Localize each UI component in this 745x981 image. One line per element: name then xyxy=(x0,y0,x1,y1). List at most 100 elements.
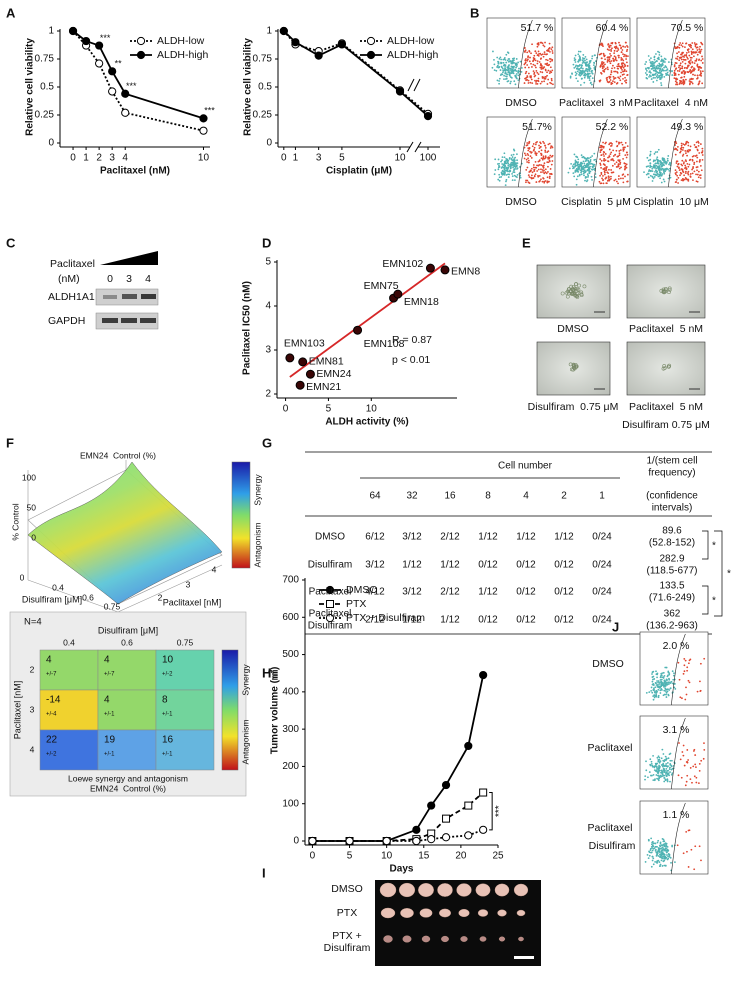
event-dot xyxy=(621,68,623,71)
event-dot xyxy=(613,46,616,49)
event-dot xyxy=(534,66,537,69)
event-dot xyxy=(589,163,592,165)
event-dot xyxy=(622,157,624,160)
event-dot xyxy=(659,163,662,166)
x-tick-label: 0 xyxy=(281,153,287,164)
event-dot xyxy=(586,70,589,73)
event-dot xyxy=(589,60,591,63)
event-dot xyxy=(541,53,544,56)
event-dot xyxy=(585,67,588,70)
event-dot xyxy=(674,47,677,50)
event-dot xyxy=(699,177,702,179)
event-dot xyxy=(660,678,663,681)
event-dot xyxy=(679,62,682,65)
event-dot xyxy=(659,675,662,677)
cell xyxy=(667,290,671,295)
event-dot xyxy=(526,78,528,81)
event-dot xyxy=(659,692,662,694)
event-dot xyxy=(516,153,518,156)
event-dot xyxy=(590,168,593,171)
event-dot xyxy=(686,140,688,143)
event-dot xyxy=(575,67,578,70)
tick-label: 4 xyxy=(212,564,217,574)
x-tick-label: 0 xyxy=(283,404,289,415)
event-dot xyxy=(529,169,532,172)
cell-error: +/-2 xyxy=(46,752,57,758)
event-dot xyxy=(494,169,497,171)
event-dot xyxy=(542,44,545,47)
event-dot xyxy=(498,179,501,182)
event-dot xyxy=(516,168,518,170)
table-cell: 1/12 xyxy=(440,615,460,626)
event-dot xyxy=(516,65,518,67)
event-dot xyxy=(611,47,613,50)
event-dot xyxy=(537,160,540,163)
event-dot xyxy=(586,77,589,79)
event-dot xyxy=(662,759,665,762)
event-dot xyxy=(551,46,554,49)
table-cell: 2/12 xyxy=(440,532,460,543)
event-dot xyxy=(681,159,684,162)
event-dot xyxy=(660,82,662,84)
event-dot xyxy=(547,165,549,168)
event-dot xyxy=(653,176,656,178)
dose-label: 4 xyxy=(145,273,151,285)
event-dot xyxy=(693,868,696,871)
event-dot xyxy=(511,173,513,175)
event-dot xyxy=(538,150,540,153)
event-dot xyxy=(681,67,684,70)
event-dot xyxy=(680,163,683,166)
event-dot xyxy=(650,851,653,854)
event-dot xyxy=(622,181,625,184)
event-dot xyxy=(676,52,678,55)
marker xyxy=(427,835,436,844)
event-dot xyxy=(649,764,652,767)
event-dot xyxy=(701,158,704,161)
point-label: EMN24 xyxy=(316,368,351,380)
event-dot xyxy=(508,156,511,159)
legend-marker xyxy=(136,50,146,60)
event-dot xyxy=(658,847,661,850)
event-dot xyxy=(654,770,657,772)
event-dot xyxy=(600,171,603,174)
event-dot xyxy=(656,151,659,153)
event-dot xyxy=(538,174,541,177)
event-dot xyxy=(690,78,693,81)
event-dot xyxy=(658,173,660,176)
event-dot xyxy=(622,177,624,180)
event-dot xyxy=(495,69,498,72)
legend-label: ALDH-low xyxy=(387,35,435,47)
event-dot xyxy=(582,172,585,175)
event-dot xyxy=(651,68,653,70)
event-dot xyxy=(594,65,596,68)
event-dot xyxy=(616,165,619,168)
event-dot xyxy=(695,766,697,769)
event-dot xyxy=(574,159,577,162)
event-dot xyxy=(620,51,623,54)
point xyxy=(353,325,363,335)
event-dot xyxy=(528,49,531,52)
event-dot xyxy=(529,75,532,77)
event-dot xyxy=(573,66,576,69)
cell-error: +/-1 xyxy=(162,752,173,758)
event-dot xyxy=(507,58,510,60)
event-dot xyxy=(547,171,549,173)
event-dot xyxy=(625,58,628,60)
event-dot xyxy=(690,53,693,56)
gate xyxy=(671,717,686,790)
event-dot xyxy=(575,178,578,181)
event-dot xyxy=(535,79,538,82)
tumor xyxy=(477,909,489,917)
event-dot xyxy=(650,62,653,65)
event-dot xyxy=(662,753,665,755)
event-dot xyxy=(661,69,664,72)
event-dot xyxy=(657,162,660,165)
event-dot xyxy=(658,72,660,75)
event-dot xyxy=(577,64,579,67)
event-dot xyxy=(511,62,514,65)
event-dot xyxy=(550,77,553,80)
event-dot xyxy=(667,155,670,157)
axis-label: % Control xyxy=(10,503,20,540)
event-dot xyxy=(527,159,530,162)
x-tick-label: 4 xyxy=(122,153,128,164)
